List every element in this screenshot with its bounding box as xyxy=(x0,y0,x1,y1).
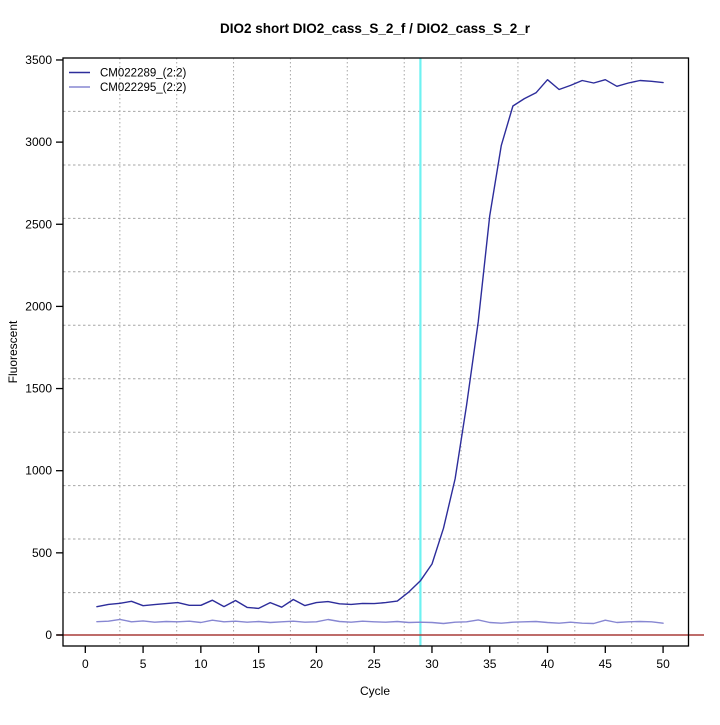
y-tick-label: 1500 xyxy=(25,382,52,396)
chart-title: DIO2 short DIO2_cass_S_2_f / DIO2_cass_S… xyxy=(220,21,531,36)
series-line-CM022289_(2:2) xyxy=(96,78,664,610)
x-tick-label: 50 xyxy=(656,657,670,671)
x-tick-label: 0 xyxy=(82,657,89,671)
legend: CM022289_(2:2) CM022295_(2:2) xyxy=(69,68,186,94)
x-tick-label: 25 xyxy=(368,657,382,671)
x-tick-label: 5 xyxy=(140,657,147,671)
y-tick-label: 500 xyxy=(32,546,52,560)
x-tick-label: 40 xyxy=(541,657,555,671)
x-tick-label: 20 xyxy=(310,657,324,671)
y-tick-label: 2500 xyxy=(25,217,52,231)
x-tick-label: 35 xyxy=(483,657,497,671)
ticks-layer: 0 5 10 15 20 25 30 35 40 45 5005001000150020002500… xyxy=(25,53,670,671)
y-tick-label: 0 xyxy=(45,628,52,642)
x-tick-label: 45 xyxy=(599,657,613,671)
gridlines-layer xyxy=(63,58,689,646)
x-tick-label: 10 xyxy=(194,657,208,671)
y-tick-label: 3000 xyxy=(25,135,52,149)
y-tick-label: 2000 xyxy=(25,299,52,313)
x-tick-label: 30 xyxy=(425,657,439,671)
legend-entry-label: CM022289_(2:2) xyxy=(100,68,186,80)
y-axis-label: Fluorescent xyxy=(6,320,20,383)
x-axis-label: Cycle xyxy=(360,684,390,698)
x-tick-label: 15 xyxy=(252,657,266,671)
y-tick-label: 1000 xyxy=(25,464,52,478)
axes-frame-layer xyxy=(62,57,690,647)
series-layer xyxy=(96,78,664,625)
plot-border xyxy=(62,57,690,647)
y-tick-label: 3500 xyxy=(25,53,52,67)
series-line-CM022295_(2:2) xyxy=(96,618,664,625)
legend-entry-label: CM022295_(2:2) xyxy=(100,82,186,94)
